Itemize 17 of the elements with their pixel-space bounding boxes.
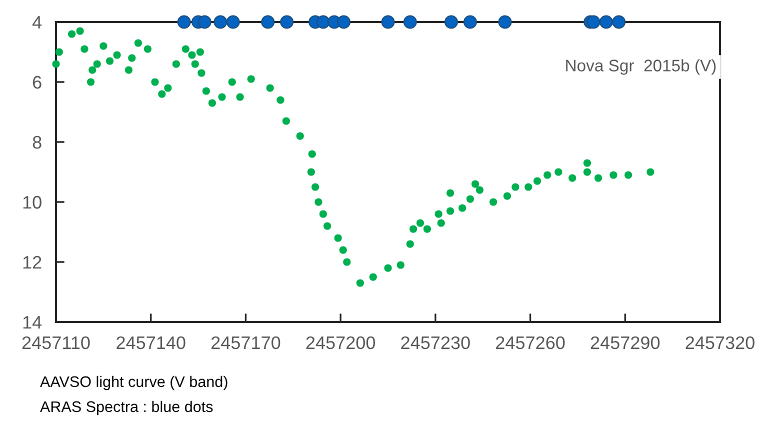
y-tick-label: 14 <box>23 316 42 329</box>
x-tick-label: 2457200 <box>306 336 376 350</box>
text: Nova Sgr 2015b (V) <box>566 59 716 75</box>
text: AAVSO light curve (V band) <box>40 376 228 390</box>
x-tick-label: 2457260 <box>496 336 565 350</box>
y-tick-label: 10 <box>23 196 42 209</box>
y-tick-label: 8 <box>32 136 42 149</box>
y-tick-label: 4 <box>32 16 42 29</box>
x-tick-label: 2457320 <box>686 336 754 350</box>
x-tick-label: 2457110 <box>22 336 90 350</box>
y-tick-label: 6 <box>32 76 42 89</box>
x-tick-label: 2457290 <box>590 336 660 350</box>
x-tick-label: 2457230 <box>401 336 470 350</box>
y-tick-label: 12 <box>23 256 42 269</box>
text: ARAS Spectra : blue dots <box>40 400 213 416</box>
x-tick-label: 2457140 <box>116 336 186 350</box>
x-tick-label: 2457170 <box>211 336 280 350</box>
